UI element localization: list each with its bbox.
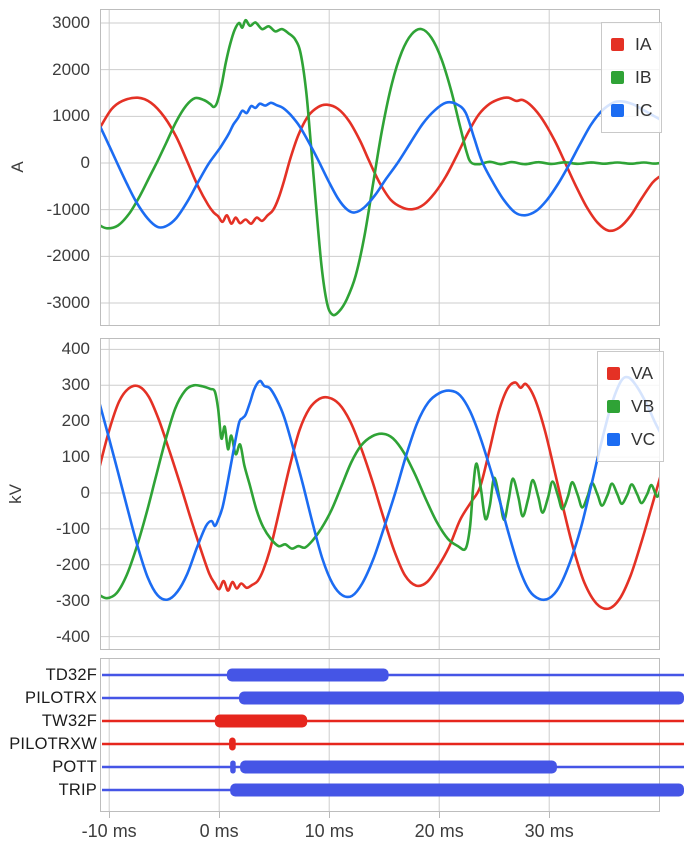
x-axis-tickmark [219,812,221,818]
plot-border [100,9,660,326]
currents-y-tick-label: 1000 [52,106,90,126]
current-chart-plot-area[interactable] [100,9,661,327]
va-waveform [101,381,659,611]
pilotrx-asserted-bar [239,691,684,705]
currents-y-tick-label: 3000 [52,12,90,32]
legend-item-ia[interactable]: IA [611,28,653,61]
legend-item-vc[interactable]: VC [607,423,655,456]
legend-label: VB [631,396,655,416]
digital-signal-label-pott: POTT [52,758,97,776]
digital-signal-label-trip: TRIP [58,781,97,799]
va-legend-swatch-icon [607,367,620,380]
ib-legend-swatch-icon [611,71,624,84]
plot-border [100,658,660,812]
voltage-chart-legend: VA VB VC [597,351,665,462]
voltage-chart-plot-area[interactable] [100,338,661,651]
voltages-y-tick-label: 300 [61,375,90,395]
x-axis-tickmark [549,812,551,818]
x-axis-tick-label: 0 ms [199,821,239,841]
legend-label: VC [631,429,656,449]
digital-signal-label-pilotrx: PILOTRX [24,689,97,707]
voltages-y-tick-label: 0 [80,483,90,502]
pott-asserted-bar [240,760,557,774]
ia-legend-swatch-icon [611,38,624,51]
vc-waveform [101,375,659,602]
ib-waveform [101,18,659,317]
legend-label: VA [631,363,654,383]
legend-label: IA [635,34,652,54]
x-axis-tickmark [439,812,441,818]
current-axis-title: A [8,161,27,173]
x-axis-tick-label: 10 ms [304,821,354,841]
currents-y-tick-label: -1000 [46,199,90,219]
voltages-y-tick-label: -300 [55,590,90,610]
currents-y-tick-label: 0 [80,153,90,172]
pott-asserted-bar [230,760,236,774]
ic-legend-swatch-icon [611,104,624,117]
voltages-y-tick-label: -400 [55,626,90,646]
legend-label: IC [635,100,653,120]
currents-y-tick-label: 2000 [52,59,90,79]
current-chart-legend: IA IB IC [601,22,662,133]
tw32f-asserted-bar [214,714,308,728]
x-axis-tick-label: -10 ms [81,821,137,841]
voltages-y-tick-label: 400 [61,339,90,359]
legend-item-ib[interactable]: IB [611,61,653,94]
x-axis-tick-label: 20 ms [414,821,464,841]
voltages-y-tick-label: -200 [55,554,90,574]
digital-signal-label-td32f: TD32F [45,666,97,684]
digital-signal-label-pilotrxw: PILOTRXW [9,735,97,753]
x-axis-tickmark [109,812,111,818]
voltage-axis-title: kV [6,484,25,504]
currents-y-tick-label: -3000 [46,293,90,312]
digital-signals-plot-area[interactable] [100,658,685,813]
voltages-y-tick-label: 100 [61,447,90,467]
pilotrxw-asserted-bar [229,737,236,751]
legend-item-va[interactable]: VA [607,357,655,390]
digital-signal-label-tw32f: TW32F [41,712,97,730]
vb-waveform [101,383,659,600]
plot-border [100,338,660,650]
vb-legend-swatch-icon [607,400,620,413]
td32f-asserted-bar [226,668,389,682]
legend-label: IB [635,67,652,87]
legend-item-ic[interactable]: IC [611,94,653,127]
ia-waveform [101,96,659,233]
x-axis-tickmark [329,812,331,818]
trip-asserted-bar [230,783,684,797]
ic-waveform [101,100,659,229]
x-axis-tick-label: 30 ms [524,821,574,841]
currents-y-tick-label: -2000 [46,246,90,266]
voltages-y-tick-label: -100 [55,518,90,538]
voltages-y-tick-label: 200 [61,411,90,431]
vc-legend-swatch-icon [607,433,620,446]
legend-item-vb[interactable]: VB [607,390,655,423]
